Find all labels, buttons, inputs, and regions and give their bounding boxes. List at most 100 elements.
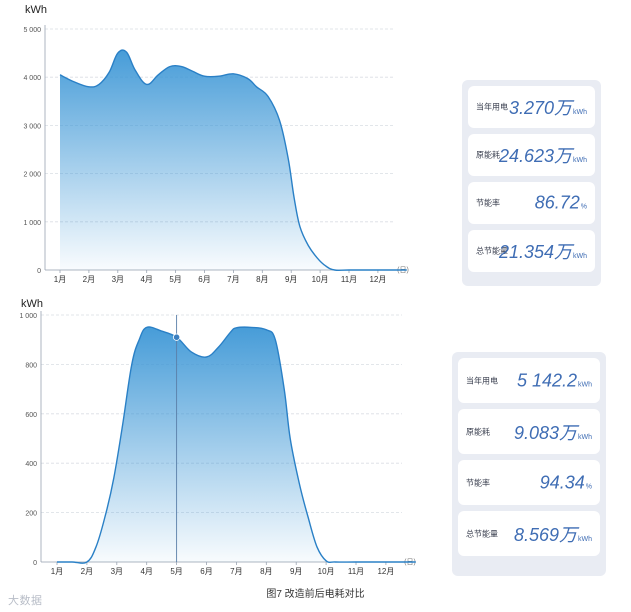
stat-unit: kWh — [573, 157, 587, 164]
data-point — [256, 86, 257, 87]
stat-unit: kWh — [573, 109, 587, 116]
data-point — [135, 69, 136, 70]
chart-before-retrofit: kWh 0 1 000 2 000 3 000 4 000 5 000 1月 2月 3月 4月 5月 6… — [23, 4, 408, 284]
x-tick-label: 8月 — [256, 275, 268, 284]
data-point — [88, 86, 89, 87]
data-point — [299, 482, 300, 483]
stat-unit: kWh — [573, 253, 587, 260]
hover-marker[interactable] — [173, 333, 181, 341]
data-point — [355, 561, 356, 562]
data-point — [251, 327, 252, 328]
y-tick-label: 2 000 — [23, 172, 41, 179]
stat-number: 86.72 — [534, 192, 580, 213]
x-tick-label: 3月 — [111, 567, 123, 576]
data-point — [299, 226, 300, 227]
data-point — [385, 561, 386, 562]
data-point — [98, 84, 99, 85]
stat-row: 总节能量 8.569万kWh — [458, 511, 600, 556]
y-tick-label: 1 000 — [23, 220, 41, 227]
stat-label: 原能耗 — [476, 150, 500, 160]
stat-value: 21.354万kWh — [499, 238, 587, 264]
stat-label: 总节能量 — [476, 246, 508, 256]
data-point — [348, 269, 349, 270]
stat-value: 3.270万kWh — [509, 94, 587, 120]
data-point — [161, 330, 162, 331]
data-point — [308, 245, 309, 246]
data-point — [113, 477, 114, 478]
stat-number: 24.623万 — [498, 146, 572, 166]
data-point — [126, 52, 127, 53]
data-point — [191, 351, 192, 352]
stat-row: 总节能量 21.354万kWh — [468, 230, 595, 272]
x-tick-label: 6月 — [200, 567, 212, 576]
stat-row: 当年用电 3.270万kWh — [468, 86, 595, 128]
x-tick-label: 7月 — [227, 275, 239, 284]
data-point — [218, 76, 219, 77]
stat-number: 5 142.2 — [516, 370, 577, 390]
x-tick-label: 9月 — [285, 275, 297, 284]
data-point — [131, 364, 132, 365]
data-point — [334, 561, 335, 562]
data-point — [218, 347, 219, 348]
data-point — [308, 517, 309, 518]
data-point — [74, 81, 75, 82]
data-point — [158, 74, 159, 75]
data-point — [230, 332, 231, 333]
data-point — [95, 547, 96, 548]
x-tick-label: 2月 — [81, 567, 93, 576]
stat-value: 24.623万kWh — [499, 142, 587, 168]
data-point — [325, 266, 326, 267]
stat-label: 原能耗 — [466, 427, 490, 436]
stat-label: 当年用电 — [466, 376, 498, 385]
stat-row: 当年用电 5 142.2kWh — [458, 358, 600, 403]
stat-unit: % — [580, 203, 587, 211]
y-tick-label: 3 000 — [23, 123, 41, 130]
stat-label: 节能率 — [466, 478, 490, 487]
stat-number: 9.083万 — [513, 422, 577, 443]
data-point — [109, 72, 110, 73]
data-point — [317, 547, 318, 548]
data-point — [415, 561, 416, 562]
x-tick-label: 4月 — [140, 567, 152, 576]
stat-row: 原能耗 24.623万kWh — [468, 134, 595, 176]
data-point — [317, 257, 318, 258]
data-point — [117, 53, 118, 54]
stat-label: 当年用电 — [476, 102, 508, 112]
data-point — [290, 438, 291, 439]
x-tick-label: 7月 — [230, 567, 242, 576]
data-point — [236, 327, 237, 328]
y-tick-label: 0 — [37, 268, 41, 275]
data-point — [279, 120, 280, 121]
x-tick-label: 8月 — [260, 567, 272, 576]
data-point — [59, 74, 60, 75]
y-tick-label: 0 — [33, 560, 37, 567]
data-point — [233, 73, 234, 74]
x-tick-label: 12月 — [377, 567, 394, 576]
x-tick-label: 1月 — [51, 567, 63, 576]
x-tick-label: 9月 — [290, 567, 302, 576]
x-tick-label: 3月 — [112, 275, 124, 284]
y-tick-label: 5 000 — [23, 27, 41, 34]
stat-row: 节能率 94.34% — [458, 460, 600, 505]
data-point — [146, 84, 147, 85]
x-tick-label: 10月 — [318, 567, 335, 576]
stat-value: 94.34% — [540, 472, 592, 493]
x-tick-label: 4月 — [140, 275, 152, 284]
stat-label: 节能率 — [476, 198, 500, 208]
data-point — [122, 423, 123, 424]
stat-value: 5 142.2kWh — [517, 370, 592, 391]
series-line — [59, 49, 407, 272]
stat-row: 节能率 86.72% — [468, 182, 595, 224]
data-point — [104, 517, 105, 518]
x-tick-label: 5月 — [169, 275, 181, 284]
data-point — [192, 71, 193, 72]
data-point — [146, 327, 147, 328]
series-line — [57, 326, 416, 564]
y-tick-label: 600 — [25, 412, 37, 419]
data-point — [267, 96, 268, 97]
data-point — [377, 269, 378, 270]
stat-number: 3.270万 — [508, 98, 572, 118]
y-tick-label: 800 — [25, 362, 37, 369]
figure-caption: 图7 改造前后电耗对比 — [266, 589, 365, 600]
stat-label: 总节能量 — [466, 529, 498, 538]
